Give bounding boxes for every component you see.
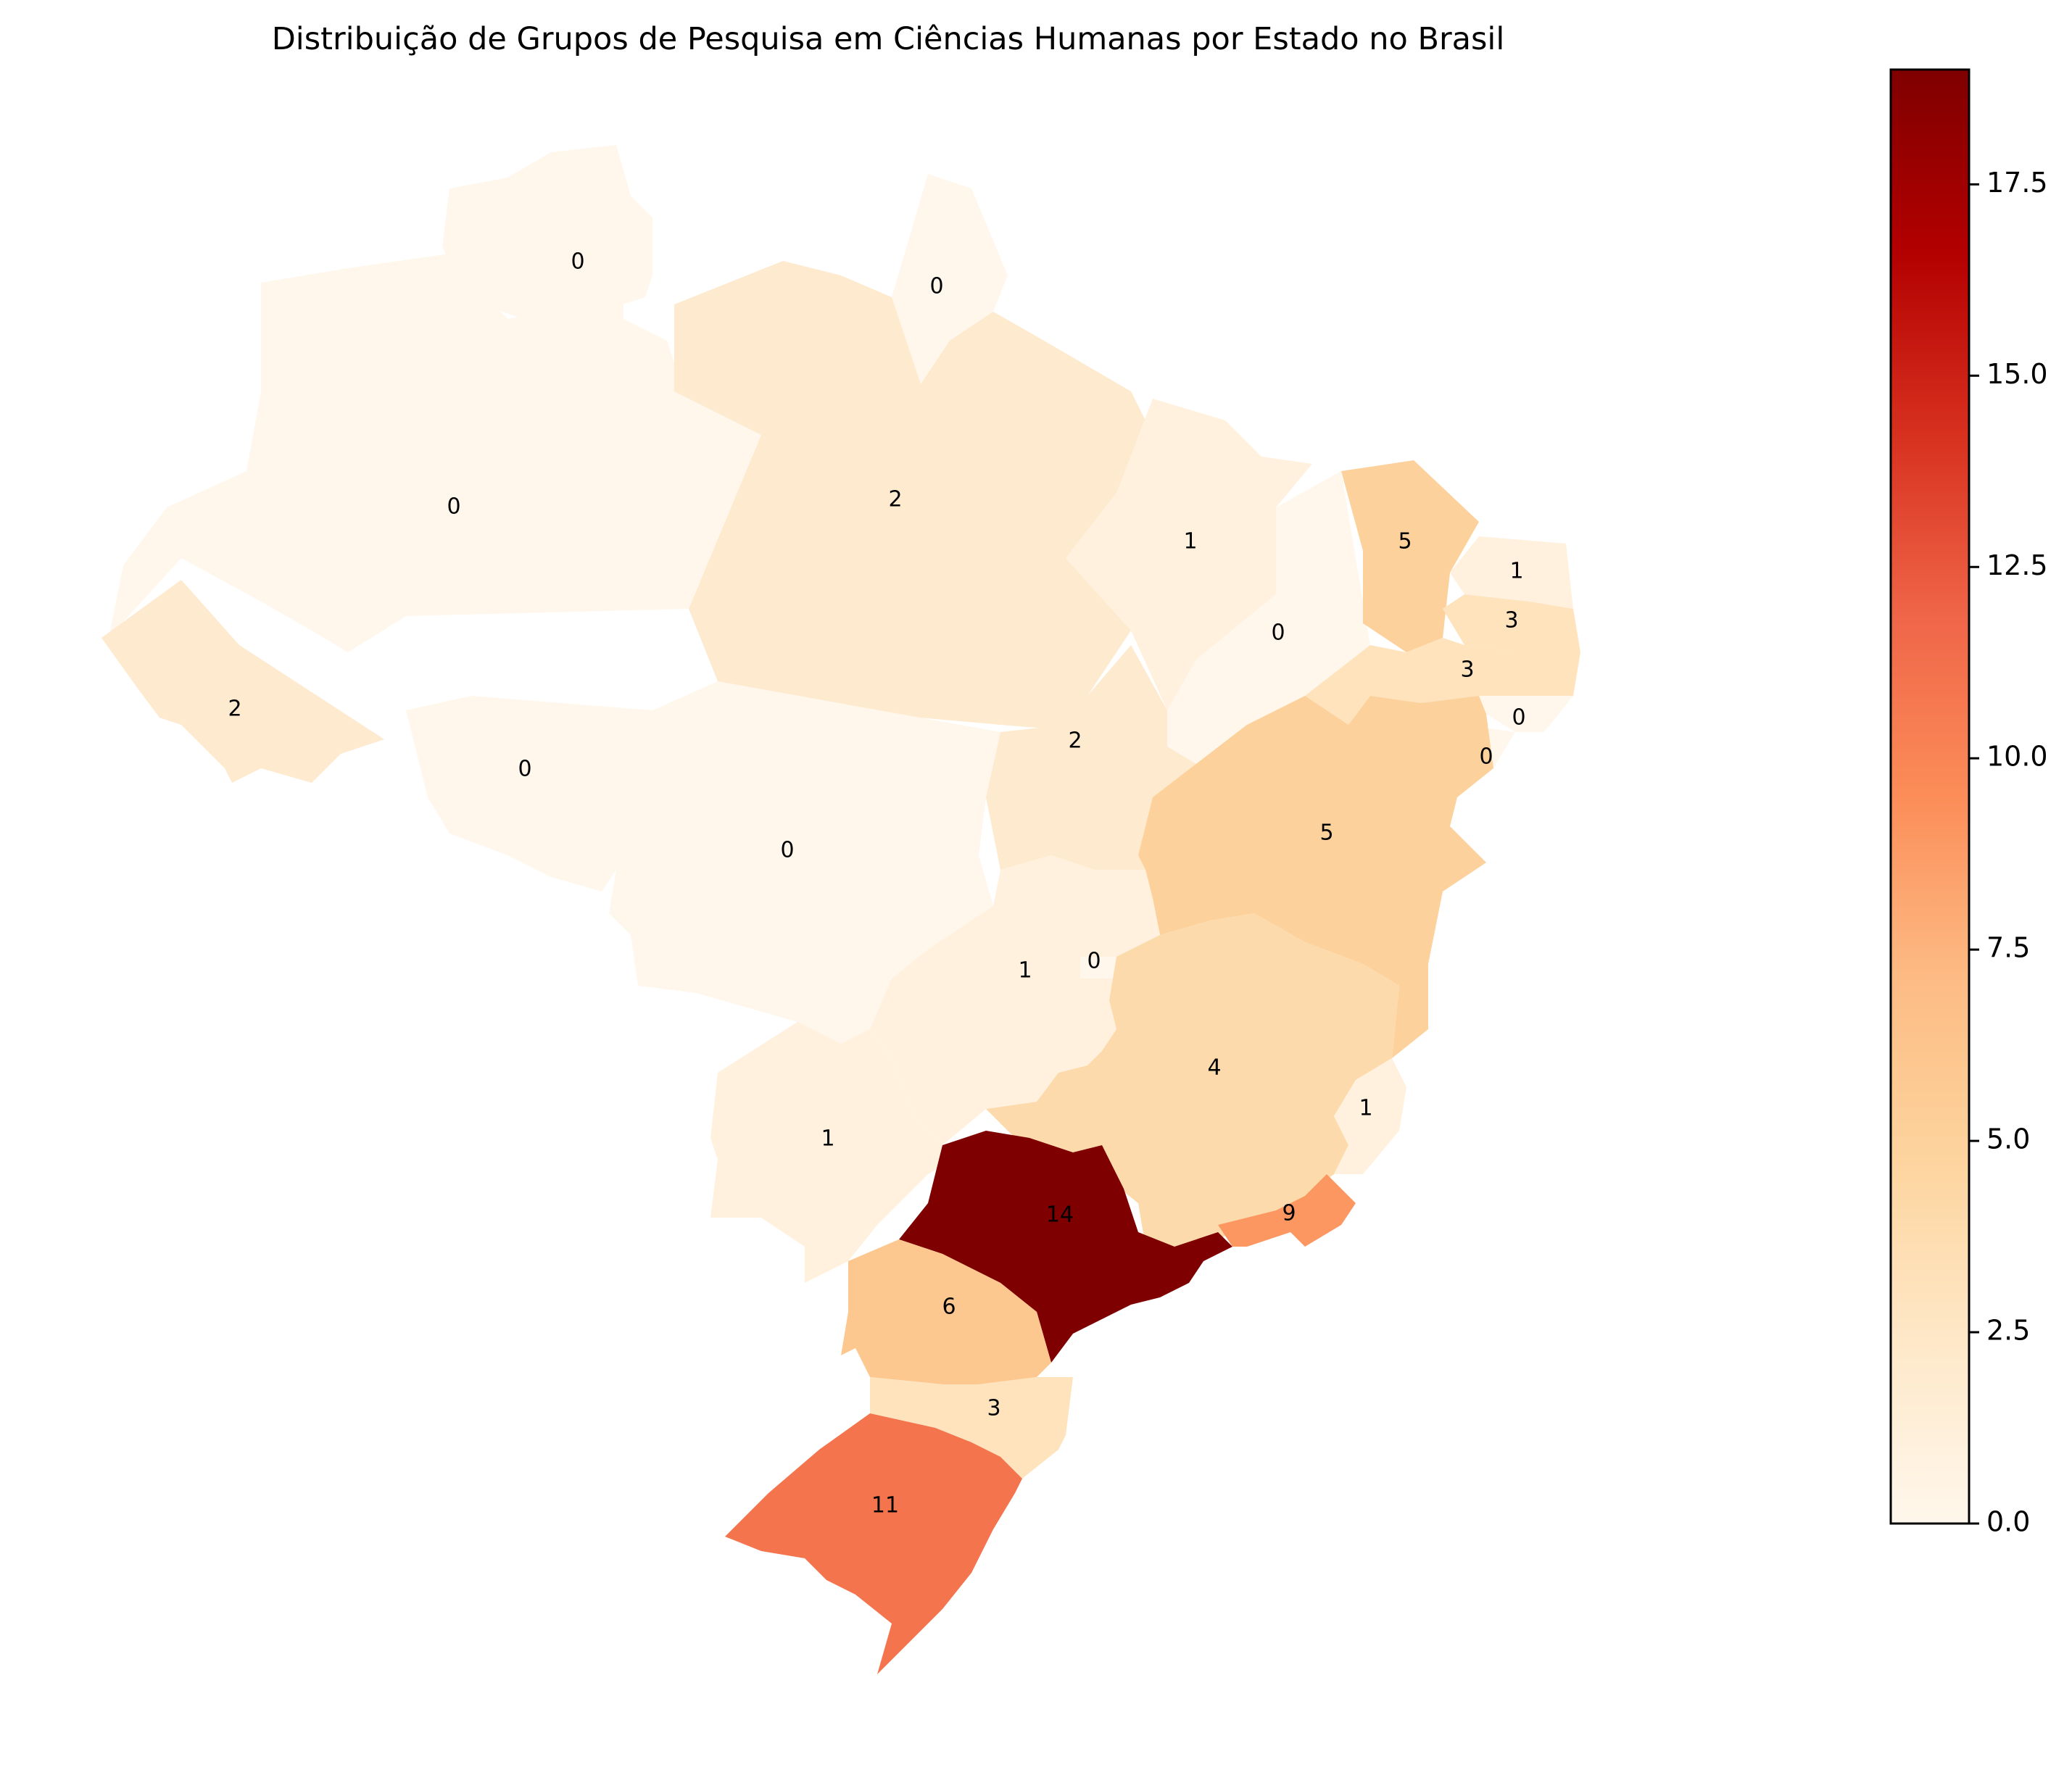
state-SC[interactable] xyxy=(870,1377,1073,1479)
state-label-SE: 0 xyxy=(1479,744,1493,770)
state-GO[interactable] xyxy=(870,855,1160,1145)
state-label-CE: 5 xyxy=(1398,529,1412,554)
state-label-RN: 1 xyxy=(1509,559,1523,584)
colorbar-ticks: 0.0 2.5 5.0 7.5 10.0 12.5 15.0 17.5 xyxy=(1969,167,2048,1538)
state-label-MT: 0 xyxy=(780,838,794,863)
state-AP[interactable] xyxy=(892,174,1008,384)
state-label-GO: 1 xyxy=(1018,958,1032,984)
state-label-RO: 0 xyxy=(518,757,531,782)
state-label-MG: 4 xyxy=(1207,1055,1221,1081)
state-label-TO: 2 xyxy=(1068,728,1082,754)
state-label-PE: 3 xyxy=(1460,657,1474,683)
map-title: Distribuição de Grupos de Pesquisa em Ci… xyxy=(272,21,1505,57)
state-PI[interactable] xyxy=(1167,471,1370,768)
state-label-BA: 5 xyxy=(1319,820,1333,846)
state-CE[interactable] xyxy=(1341,460,1479,652)
state-MA[interactable] xyxy=(1066,399,1312,710)
state-AM[interactable] xyxy=(109,254,761,652)
state-label-PI: 0 xyxy=(1271,620,1285,646)
state-AC[interactable] xyxy=(101,580,384,783)
state-TO[interactable] xyxy=(986,645,1203,870)
colorbar: 0.0 2.5 5.0 7.5 10.0 12.5 15.0 17.5 xyxy=(1889,68,2048,1538)
state-RS[interactable] xyxy=(725,1413,1022,1674)
state-label-RR: 0 xyxy=(571,249,584,275)
state-label-AC: 2 xyxy=(228,697,241,722)
state-BA[interactable] xyxy=(1138,696,1493,1058)
colorbar-tick-label: 5.0 xyxy=(1986,1123,2030,1155)
state-PB[interactable] xyxy=(1443,594,1580,652)
state-label-PR: 6 xyxy=(942,1294,956,1320)
state-RO[interactable] xyxy=(406,696,616,892)
state-label-ES: 1 xyxy=(1359,1096,1372,1121)
state-label-AM: 0 xyxy=(447,494,460,520)
state-MS[interactable] xyxy=(710,1022,964,1283)
state-RJ[interactable] xyxy=(1218,1174,1356,1247)
state-label-DF: 0 xyxy=(1087,949,1101,974)
colorbar-gradient xyxy=(1889,68,1971,1525)
state-SP[interactable] xyxy=(899,1131,1232,1363)
state-label-RS: 11 xyxy=(871,1493,899,1518)
state-MT[interactable] xyxy=(471,681,1000,1044)
states-layer xyxy=(101,145,1580,1674)
colorbar-tick-label: 10.0 xyxy=(1986,741,2048,773)
state-AL[interactable] xyxy=(1479,696,1573,732)
state-label-AL: 0 xyxy=(1512,705,1525,731)
state-ES[interactable] xyxy=(1334,1058,1406,1174)
state-DF[interactable] xyxy=(1080,957,1116,978)
colorbar-tick-label: 17.5 xyxy=(1986,167,2048,199)
state-RN[interactable] xyxy=(1450,536,1573,609)
colorbar-tick-label: 12.5 xyxy=(1986,549,2048,581)
state-label-SP: 14 xyxy=(1046,1202,1074,1228)
state-RR[interactable] xyxy=(442,145,652,326)
colorbar-tick-label: 7.5 xyxy=(1986,932,2030,964)
state-label-MS: 1 xyxy=(821,1126,834,1152)
state-label-AP: 0 xyxy=(929,274,943,299)
state-label-PA: 2 xyxy=(888,487,902,512)
state-PA[interactable] xyxy=(674,261,1153,732)
state-PR[interactable] xyxy=(841,1239,1051,1384)
colorbar-tick-label: 15.0 xyxy=(1986,358,2048,390)
colorbar-tick-label: 0.0 xyxy=(1986,1506,2030,1538)
state-label-SC: 3 xyxy=(987,1396,1000,1421)
colorbar-tick-label: 2.5 xyxy=(1986,1315,2030,1347)
state-label-MA: 1 xyxy=(1183,529,1197,554)
state-PE[interactable] xyxy=(1305,638,1580,725)
state-label-PB: 3 xyxy=(1504,608,1518,633)
state-label-RJ: 9 xyxy=(1282,1201,1296,1226)
